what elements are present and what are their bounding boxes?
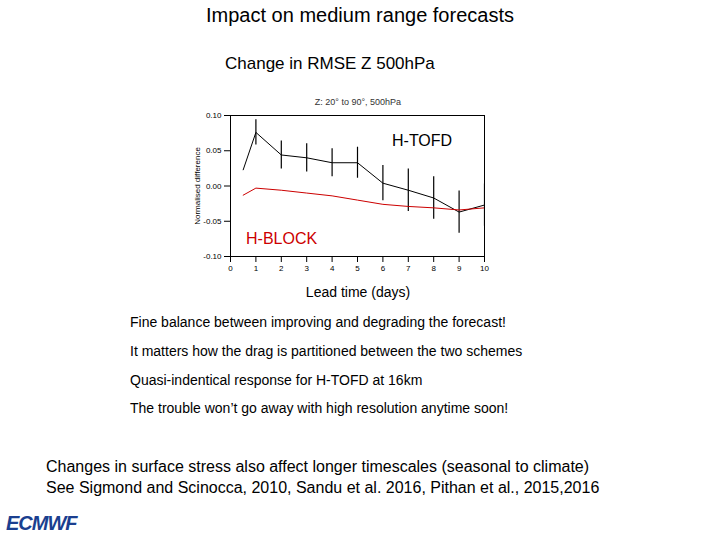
svg-text:Normalised difference: Normalised difference [193, 147, 202, 225]
svg-text:0.10: 0.10 [206, 111, 222, 120]
svg-text:2: 2 [279, 264, 284, 273]
svg-text:-0.10: -0.10 [203, 252, 222, 261]
svg-text:6: 6 [381, 264, 386, 273]
svg-text:3: 3 [304, 264, 309, 273]
html-text:Lead time (days): Lead time (days) [305, 284, 411, 300]
html-text:See Sigmond and Scinocca, 2010: See Sigmond and Scinocca, 2010, Sandu et… [46, 479, 600, 496]
svg-text:10: 10 [480, 264, 489, 273]
svg-text:-0.05: -0.05 [203, 217, 222, 226]
html-text:H-BLOCK: H-BLOCK [246, 230, 318, 247]
html-text:Changes in surface stress also: Changes in surface stress also affect lo… [46, 458, 590, 475]
svg-text:1: 1 [254, 264, 259, 273]
html-text:Fine balance between improving: Fine balance between improving and degra… [130, 314, 506, 330]
html-text:ECMWF: ECMWF [6, 512, 77, 534]
html-text:It matters how the drag is par: It matters how the drag is partitioned b… [130, 343, 523, 359]
svg-text:0.05: 0.05 [206, 146, 222, 155]
svg-text:0: 0 [228, 264, 233, 273]
svg-text:7: 7 [406, 264, 411, 273]
html-text:Z: 20° to 90°, 500hPa: Z: 20° to 90°, 500hPa [314, 97, 402, 107]
html-text:The trouble won’t go away with: The trouble won’t go away with high reso… [130, 400, 509, 416]
html-text:Impact on medium range forecas: Impact on medium range forecasts [206, 4, 514, 26]
svg-text:9: 9 [457, 264, 462, 273]
html-text:H-TOFD: H-TOFD [392, 132, 453, 149]
svg-text:8: 8 [431, 264, 436, 273]
html-text:Change in RMSE Z 500hPa: Change in RMSE Z 500hPa [225, 54, 435, 73]
svg-text:4: 4 [330, 264, 335, 273]
svg-text:5: 5 [355, 264, 360, 273]
svg-text:0.00: 0.00 [206, 182, 222, 191]
html-text:Quasi-indentical response for: Quasi-indentical response for H-TOFD at … [130, 372, 423, 388]
